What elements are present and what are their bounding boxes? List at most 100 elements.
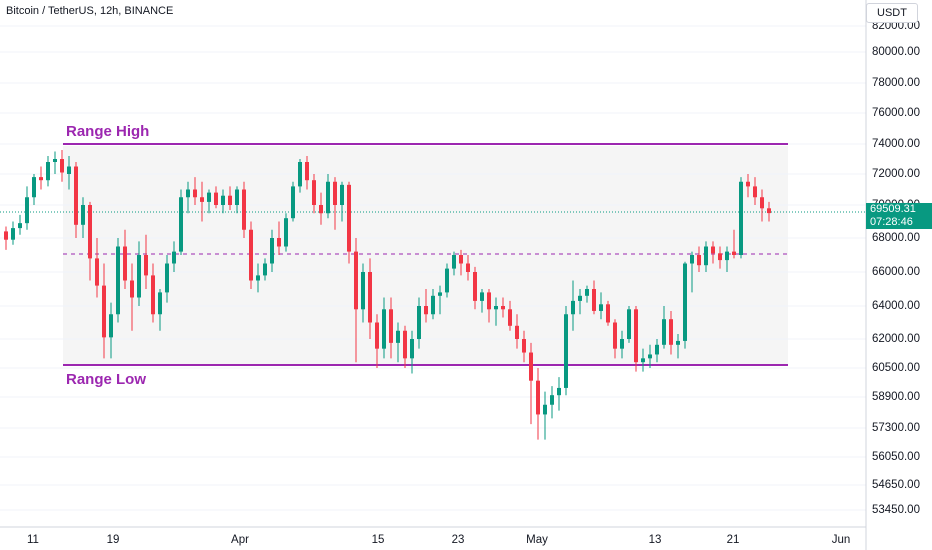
candle-body	[403, 330, 407, 359]
candle-body	[32, 177, 36, 198]
candle	[116, 238, 120, 323]
candle-body	[130, 280, 134, 298]
candle	[88, 201, 92, 281]
candle	[25, 186, 29, 230]
candle-body	[627, 309, 631, 339]
candle	[354, 238, 358, 363]
candle	[403, 325, 407, 368]
candle-body	[704, 246, 708, 266]
candle-body	[39, 177, 43, 181]
candle-body	[256, 275, 260, 281]
candle	[760, 189, 764, 222]
candle	[270, 229, 274, 272]
candle	[529, 342, 533, 425]
candle	[648, 344, 652, 368]
x-tick-label: 15	[372, 534, 385, 546]
candle-body	[263, 263, 267, 276]
candle	[767, 201, 771, 222]
candle	[81, 197, 85, 238]
candle-body	[200, 197, 204, 202]
y-tick-label: 54650.00	[872, 479, 920, 491]
candle-body	[508, 309, 512, 326]
candle	[298, 159, 302, 193]
candle	[557, 377, 561, 411]
candle	[487, 289, 491, 323]
candle-body	[732, 251, 736, 255]
x-tick-label: Apr	[231, 534, 249, 546]
candle-body	[445, 268, 449, 293]
candle	[494, 297, 498, 326]
candle-body	[326, 181, 330, 214]
candle-body	[452, 255, 456, 269]
candle	[704, 241, 708, 272]
candle	[676, 334, 680, 359]
candle	[536, 368, 540, 440]
candle-body	[102, 285, 106, 338]
candle-body	[760, 197, 764, 209]
x-axis[interactable]: 11 19 Apr 15 23 May 13 21 Jun	[27, 534, 850, 546]
candle	[95, 238, 99, 298]
candle-body	[382, 309, 386, 349]
candle	[466, 255, 470, 281]
candle	[669, 310, 673, 355]
candle	[396, 322, 400, 363]
candle	[550, 386, 554, 419]
candle	[214, 186, 218, 209]
candle-body	[179, 197, 183, 252]
candle-body	[298, 162, 302, 187]
candle	[165, 255, 169, 303]
candle-body	[249, 229, 253, 281]
candle	[753, 177, 757, 205]
candle-body	[18, 223, 22, 229]
candle-body	[431, 295, 435, 315]
candle	[347, 181, 351, 264]
candle-body	[655, 344, 659, 355]
candle	[417, 297, 421, 349]
candle-body	[270, 238, 274, 264]
candle	[585, 285, 589, 303]
chart-title: Bitcoin / TetherUS, 12h, BINANCE	[6, 5, 174, 17]
candle	[431, 289, 435, 320]
candle-body	[753, 186, 757, 198]
candle-body	[494, 306, 498, 310]
range-low-label: Range Low	[66, 371, 146, 388]
candle	[291, 181, 295, 222]
candle	[277, 221, 281, 255]
y-tick-label: 80000.00	[872, 46, 920, 58]
candle-body	[613, 322, 617, 349]
candle	[515, 314, 519, 349]
candle	[109, 302, 113, 359]
candle-body	[116, 246, 120, 315]
candle	[53, 151, 57, 174]
candle	[606, 300, 610, 326]
y-axis[interactable]: 82000.00 80000.00 78000.00 76000.00 7400…	[872, 20, 920, 516]
candle-body	[340, 184, 344, 205]
x-tick-label: 11	[27, 534, 39, 546]
candle-body	[319, 205, 323, 214]
candle	[305, 156, 309, 190]
candle	[739, 177, 743, 259]
candle-body	[515, 325, 519, 339]
y-tick-label: 66000.00	[872, 266, 920, 278]
candle-body	[46, 162, 50, 181]
current-price-value: 69509.31	[870, 203, 916, 215]
candle-body	[683, 263, 687, 341]
candle	[627, 306, 631, 343]
candle-body	[739, 181, 743, 255]
candle	[641, 348, 645, 372]
candle-body	[228, 195, 232, 205]
x-tick-label: 21	[727, 534, 740, 546]
candle-body	[417, 306, 421, 339]
candle	[452, 251, 456, 276]
candle	[690, 251, 694, 293]
candle-body	[235, 189, 239, 205]
candle	[522, 330, 526, 363]
candle	[4, 226, 8, 250]
candle-body	[88, 205, 92, 259]
candle-body	[151, 275, 155, 315]
candle-body	[53, 159, 57, 162]
candle-body	[459, 255, 463, 264]
candle-body	[172, 251, 176, 264]
currency-button[interactable]: USDT	[866, 3, 918, 23]
